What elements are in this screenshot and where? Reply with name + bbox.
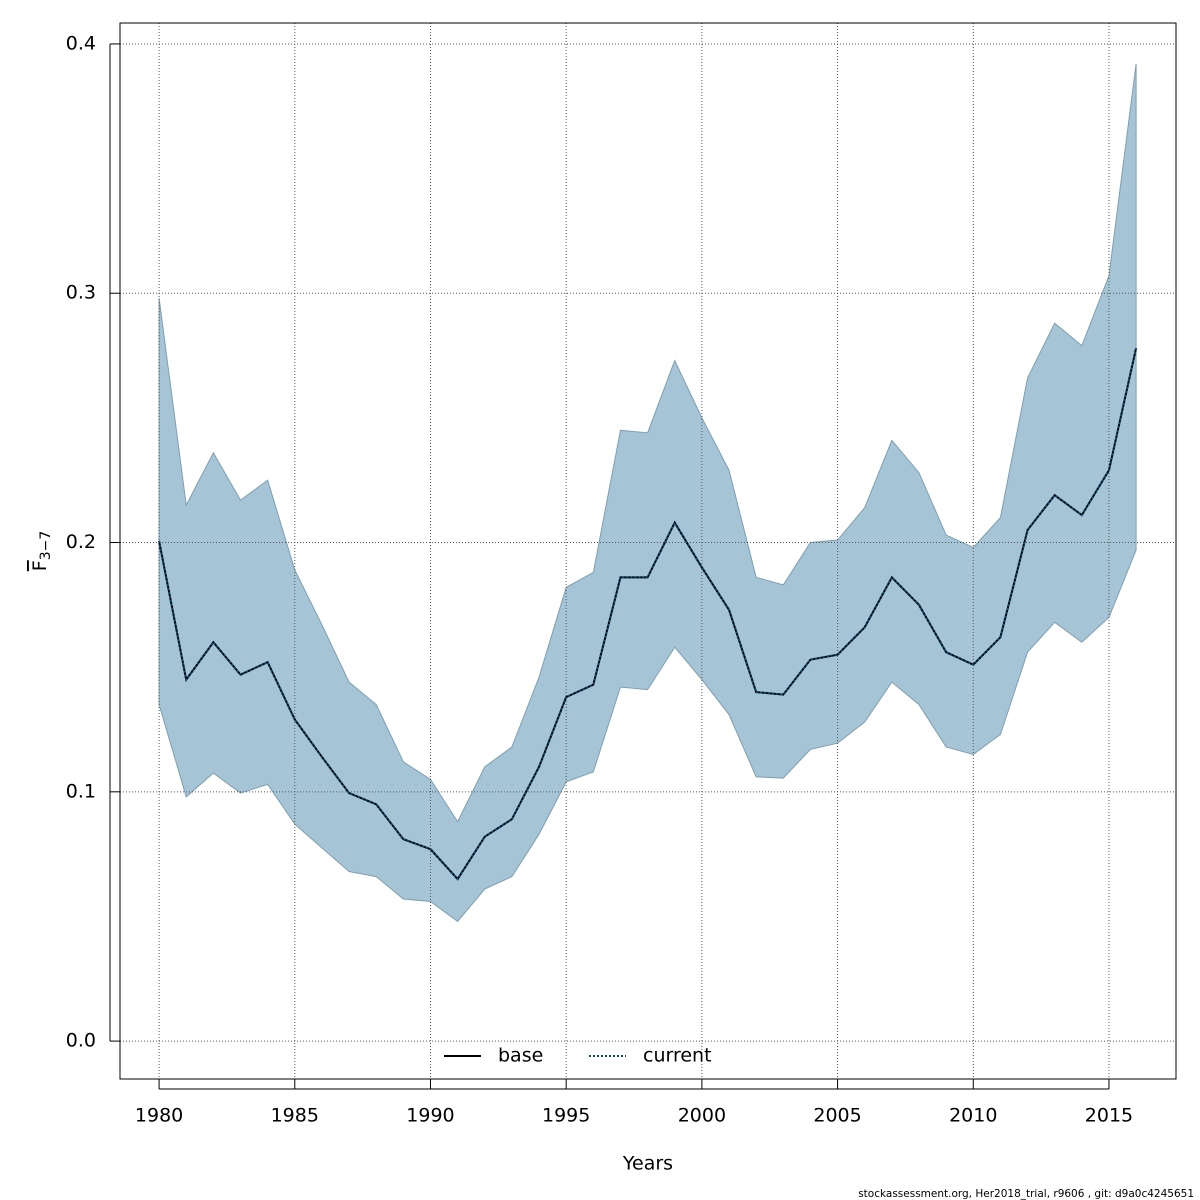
footer: stockassessment.org, Her2018_trial, r960… [858,1188,1194,1200]
y-label-base: F [29,560,51,571]
y-axis-label: F3−7 [29,531,55,571]
x-axis-label: Years [622,1153,673,1175]
legend-label: base [498,1045,543,1067]
y-tick-label: 0.0 [66,1030,96,1052]
x-tick-label: 1980 [135,1105,183,1127]
legend-label: current [643,1045,712,1067]
x-tick-label: 2005 [813,1105,861,1127]
y-tick-label: 0.2 [66,531,96,553]
y-tick-label: 0.1 [66,780,96,802]
x-tick-label: 1995 [542,1105,590,1127]
confidence-band [158,63,1137,923]
x-tick-label: 1985 [271,1105,319,1127]
x-tick-label: 2015 [1085,1105,1133,1127]
y-tick-label: 0.3 [66,282,96,304]
y-tick-label: 0.4 [66,32,96,54]
x-tick-label: 2000 [678,1105,726,1127]
plot-frame [119,22,1177,1080]
y-label-subscript: 3−7 [38,531,54,561]
x-tick-label: 1990 [406,1105,454,1127]
line-current [158,347,1138,881]
x-tick-label: 2010 [949,1105,997,1127]
